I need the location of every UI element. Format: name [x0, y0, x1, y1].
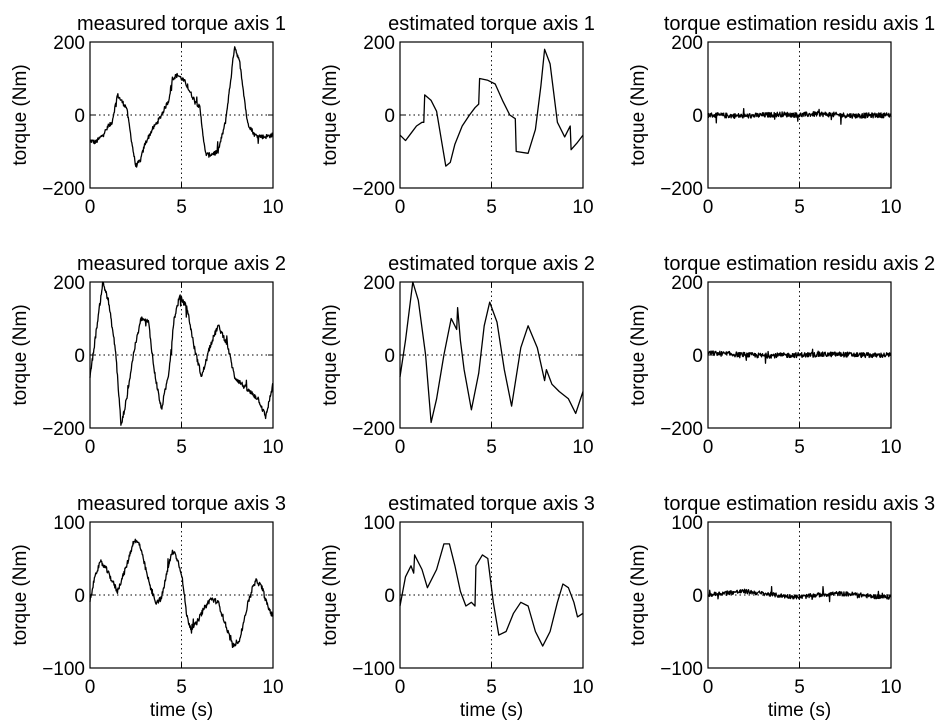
series-line	[89, 538, 274, 649]
x-tick-label: 0	[85, 677, 96, 698]
x-tick-label: 0	[703, 437, 714, 458]
y-axis-label: torque (Nm)	[320, 544, 341, 645]
x-tick-label: 5	[486, 437, 497, 458]
series-line	[399, 48, 584, 167]
x-tick-label: 5	[794, 437, 805, 458]
series-line	[89, 46, 274, 168]
y-tick-label: 100	[363, 513, 395, 534]
y-tick-label: 200	[671, 33, 703, 54]
x-tick-label: 0	[703, 677, 714, 698]
y-tick-label: 200	[671, 273, 703, 294]
y-tick-label: 0	[692, 586, 703, 607]
x-tick-label: 5	[794, 197, 805, 218]
x-tick-label: 5	[176, 677, 187, 698]
y-tick-label: −100	[660, 659, 703, 680]
series-line	[707, 348, 892, 364]
y-tick-label: 200	[53, 273, 85, 294]
x-tick-label: 10	[262, 197, 283, 218]
x-tick-label: 10	[880, 437, 901, 458]
x-tick-label: 0	[395, 197, 406, 218]
x-axis-label: time (s)	[768, 700, 831, 721]
y-tick-label: −100	[42, 659, 85, 680]
x-axis-label: time (s)	[150, 700, 213, 721]
y-tick-label: 0	[384, 106, 395, 127]
x-tick-label: 10	[262, 677, 283, 698]
subplot-4: measured torque axis 20 5 102000−200torque…	[10, 253, 286, 458]
y-tick-label: 0	[692, 106, 703, 127]
subplot-3: torque estimation residu axis 10 5 102000−…	[628, 13, 935, 218]
x-tick-label: 5	[176, 437, 187, 458]
subplot-title: estimated torque axis 3	[388, 493, 595, 515]
y-axis-label: torque (Nm)	[628, 544, 649, 645]
y-axis-label: torque (Nm)	[320, 304, 341, 405]
x-tick-label: 10	[880, 677, 901, 698]
x-tick-label: 0	[395, 677, 406, 698]
subplot-title: measured torque axis 1	[77, 13, 286, 35]
x-tick-label: 10	[262, 437, 283, 458]
subplot-title: estimated torque axis 1	[388, 13, 595, 35]
y-axis-label: torque (Nm)	[320, 64, 341, 165]
y-tick-label: 200	[53, 33, 85, 54]
series-line	[89, 281, 274, 426]
subplot-title: torque estimation residu axis 1	[664, 13, 935, 35]
y-tick-label: 200	[363, 33, 395, 54]
y-tick-label: −200	[660, 179, 703, 200]
x-tick-label: 5	[486, 677, 497, 698]
subplot-title: torque estimation residu axis 2	[664, 253, 935, 275]
subplot-5: estimated torque axis 20 5 102000−200torqu…	[320, 253, 595, 458]
y-tick-label: −200	[352, 179, 395, 200]
series-line	[399, 281, 584, 424]
y-tick-label: 0	[74, 346, 85, 367]
x-tick-label: 0	[85, 197, 96, 218]
y-tick-label: 0	[74, 586, 85, 607]
y-axis-label: torque (Nm)	[628, 304, 649, 405]
y-axis-label: torque (Nm)	[10, 304, 31, 405]
series-line	[707, 107, 892, 125]
y-tick-label: 0	[384, 586, 395, 607]
y-tick-label: 0	[384, 346, 395, 367]
x-tick-label: 0	[85, 437, 96, 458]
subplot-1: measured torque axis 10 5 102000−200torque…	[10, 13, 286, 218]
subplot-title: estimated torque axis 2	[388, 253, 595, 275]
y-tick-label: 100	[53, 513, 85, 534]
x-tick-label: 10	[572, 677, 593, 698]
x-tick-label: 5	[794, 677, 805, 698]
y-tick-label: 100	[671, 513, 703, 534]
subplot-9: torque estimation residu axis 30 5 101000−…	[628, 493, 935, 721]
y-axis-label: torque (Nm)	[628, 64, 649, 165]
y-tick-label: 0	[74, 106, 85, 127]
x-tick-label: 0	[395, 437, 406, 458]
series-line	[399, 543, 584, 647]
subplot-8: estimated torque axis 30 5 101000−100torqu…	[320, 493, 595, 721]
series-line	[707, 586, 892, 603]
y-tick-label: −200	[660, 419, 703, 440]
subplot-title: measured torque axis 3	[77, 493, 286, 515]
x-axis-label: time (s)	[460, 700, 523, 721]
subplot-6: torque estimation residu axis 20 5 102000−…	[628, 253, 935, 458]
subplot-title: torque estimation residu axis 3	[664, 493, 935, 515]
subplot-7: measured torque axis 30 5 101000−100torque…	[10, 493, 286, 721]
x-tick-label: 5	[176, 197, 187, 218]
subplot-title: measured torque axis 2	[77, 253, 286, 275]
y-tick-label: −200	[42, 179, 85, 200]
x-tick-label: 10	[880, 197, 901, 218]
y-axis-label: torque (Nm)	[10, 64, 31, 165]
y-axis-label: torque (Nm)	[10, 544, 31, 645]
y-tick-label: 200	[363, 273, 395, 294]
x-tick-label: 10	[572, 197, 593, 218]
x-tick-label: 10	[572, 437, 593, 458]
y-tick-label: −200	[42, 419, 85, 440]
x-tick-label: 0	[703, 197, 714, 218]
y-tick-label: −200	[352, 419, 395, 440]
subplot-2: estimated torque axis 10 5 102000−200torqu…	[320, 13, 595, 218]
x-tick-label: 5	[486, 197, 497, 218]
y-tick-label: −100	[352, 659, 395, 680]
y-tick-label: 0	[692, 346, 703, 367]
